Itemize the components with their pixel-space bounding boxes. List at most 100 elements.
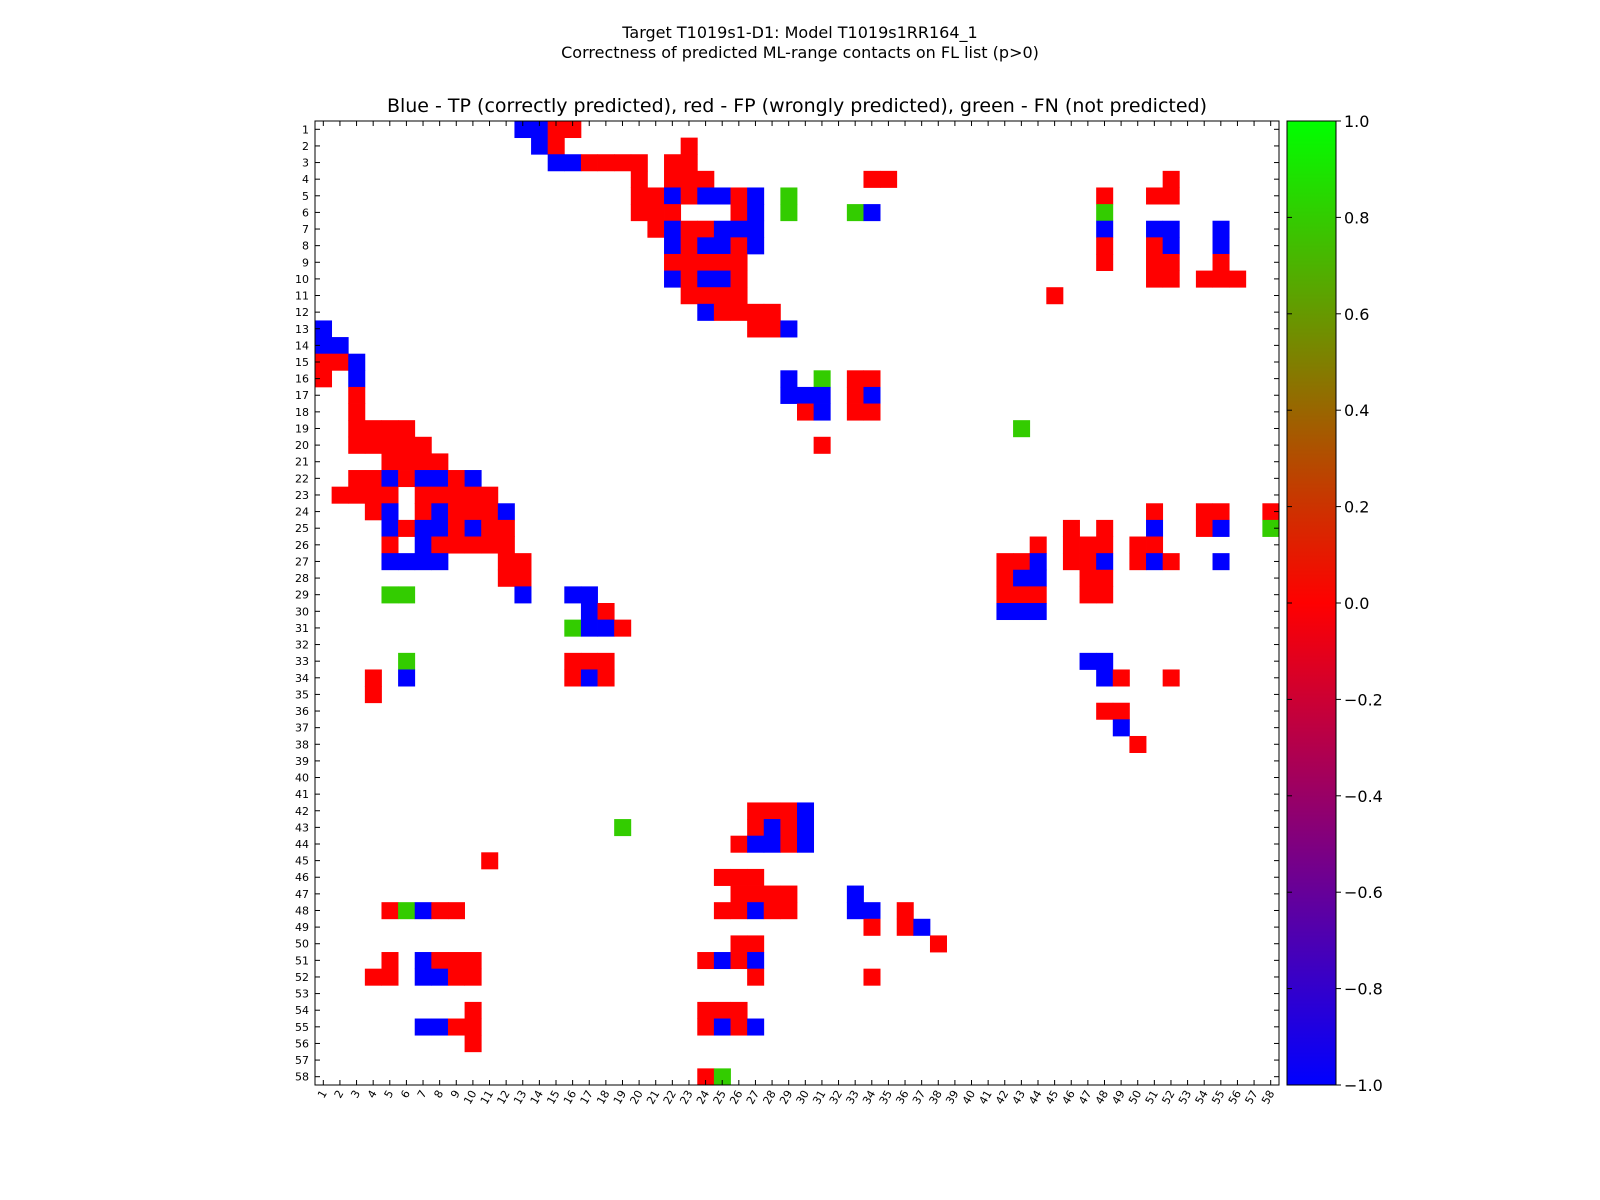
y-tick-label: 16 bbox=[295, 373, 309, 386]
contact-cell-fp-r6-c21 bbox=[647, 204, 665, 222]
contact-cell-tp-r12-c24 bbox=[697, 303, 715, 321]
contact-cell-fp-r42-c28 bbox=[763, 802, 781, 820]
contact-cell-fp-r51-c10 bbox=[464, 952, 482, 970]
x-tick-label: 39 bbox=[943, 1088, 961, 1107]
contact-cell-fp-r27-c52 bbox=[1162, 553, 1180, 571]
y-tick-label: 30 bbox=[295, 605, 309, 618]
contact-cell-fp-r51-c24 bbox=[697, 952, 715, 970]
contact-cell-tp-r8-c55 bbox=[1212, 237, 1230, 255]
contact-cell-fp-r48-c8 bbox=[431, 902, 449, 920]
x-tick-label: 27 bbox=[744, 1088, 762, 1107]
contact-cell-fp-r47-c27 bbox=[747, 885, 765, 903]
contact-cell-fp-r28-c47 bbox=[1079, 569, 1097, 587]
contact-cell-tp-r27-c55 bbox=[1212, 553, 1230, 571]
contact-cell-tp-r26-c7 bbox=[414, 536, 432, 554]
contact-cell-fp-r8-c51 bbox=[1146, 237, 1164, 255]
contact-cell-fp-r7-c23 bbox=[680, 220, 698, 238]
x-tick-label: 46 bbox=[1060, 1088, 1078, 1107]
x-tick-label: 35 bbox=[877, 1088, 895, 1107]
contact-cell-fp-r45-c11 bbox=[481, 852, 499, 870]
contact-cell-fp-r12-c27 bbox=[747, 303, 765, 321]
x-tick-label: 56 bbox=[1226, 1088, 1244, 1107]
contact-cell-fp-r4-c35 bbox=[880, 170, 898, 188]
contact-cell-tp-r22-c8 bbox=[431, 470, 449, 488]
contact-cell-fp-r10-c52 bbox=[1162, 270, 1180, 288]
y-tick-label: 18 bbox=[295, 406, 309, 419]
contact-cell-fn-r33-c6 bbox=[398, 652, 416, 670]
x-tick-label: 49 bbox=[1109, 1088, 1127, 1107]
contact-cell-fp-r48-c28 bbox=[763, 902, 781, 920]
x-tick-label: 24 bbox=[694, 1088, 712, 1107]
contact-cell-fp-r36-c48 bbox=[1096, 702, 1114, 720]
contact-cell-fp-r48-c26 bbox=[730, 902, 748, 920]
contact-cell-tp-r27-c8 bbox=[431, 553, 449, 571]
contact-cell-fp-r19-c4 bbox=[364, 420, 382, 438]
contact-cell-fn-r25-c58 bbox=[1262, 519, 1280, 537]
y-tick-label: 1 bbox=[302, 123, 309, 136]
contact-cell-fp-r27-c13 bbox=[514, 553, 532, 571]
y-tick-label: 56 bbox=[295, 1037, 309, 1050]
contact-cell-tp-r42-c30 bbox=[797, 802, 815, 820]
contact-cell-fp-r16-c1 bbox=[315, 370, 333, 388]
contact-cell-fp-r9-c52 bbox=[1162, 253, 1180, 271]
contact-cell-tp-r1-c13 bbox=[514, 121, 532, 139]
colorbar-tick-label: 0.2 bbox=[1344, 498, 1369, 517]
contact-cell-fp-r23-c10 bbox=[464, 486, 482, 504]
contact-cell-tp-r8-c25 bbox=[713, 237, 731, 255]
contact-cell-fp-r54-c25 bbox=[713, 1001, 731, 1019]
contact-cell-fp-r27-c47 bbox=[1079, 553, 1097, 571]
contact-cell-fp-r24-c58 bbox=[1262, 503, 1280, 521]
contact-cell-fp-r5-c52 bbox=[1162, 187, 1180, 205]
y-tick-label: 29 bbox=[295, 589, 309, 602]
contact-cell-fp-r6-c22 bbox=[664, 204, 682, 222]
contact-cell-fp-r28-c48 bbox=[1096, 569, 1114, 587]
contact-cell-fp-r2-c15 bbox=[547, 137, 565, 155]
contact-cell-tp-r30-c42 bbox=[996, 603, 1014, 621]
contact-cell-tp-r25-c5 bbox=[381, 519, 399, 537]
contact-cell-fp-r10-c56 bbox=[1229, 270, 1247, 288]
x-tick-label: 44 bbox=[1026, 1088, 1044, 1107]
y-tick-label: 24 bbox=[295, 506, 309, 519]
contact-cell-fp-r11-c24 bbox=[697, 287, 715, 305]
contact-cell-fp-r5-c23 bbox=[680, 187, 698, 205]
y-tick-label: 36 bbox=[295, 705, 309, 718]
contact-cell-fp-r27-c50 bbox=[1129, 553, 1147, 571]
contact-cell-fp-r26-c51 bbox=[1146, 536, 1164, 554]
contact-cell-tp-r7-c26 bbox=[730, 220, 748, 238]
contact-cell-fp-r26-c8 bbox=[431, 536, 449, 554]
contact-cell-fp-r20-c7 bbox=[414, 436, 432, 454]
contact-cell-fp-r11-c25 bbox=[713, 287, 731, 305]
contact-cell-fn-r5-c29 bbox=[780, 187, 798, 205]
contact-cell-fp-r25-c9 bbox=[447, 519, 465, 537]
contact-cell-fp-r48-c5 bbox=[381, 902, 399, 920]
plot-frame bbox=[314, 120, 1280, 1086]
y-tick-label: 55 bbox=[295, 1021, 309, 1034]
contact-cell-fp-r5-c20 bbox=[630, 187, 648, 205]
contact-cell-tp-r7-c22 bbox=[664, 220, 682, 238]
contact-cell-tp-r31-c18 bbox=[597, 619, 615, 637]
x-tick-label: 40 bbox=[960, 1088, 978, 1107]
contact-cell-fp-r6-c26 bbox=[730, 204, 748, 222]
contact-cell-fp-r26-c47 bbox=[1079, 536, 1097, 554]
contact-cell-tp-r25-c55 bbox=[1212, 519, 1230, 537]
contact-cell-tp-r28-c43 bbox=[1013, 569, 1031, 587]
colorbar-tick-label: 0.8 bbox=[1344, 208, 1369, 227]
contact-cell-tp-r17-c29 bbox=[780, 386, 798, 404]
figure-title-line-2: Correctness of predicted ML-range contac… bbox=[561, 43, 1039, 62]
contact-cell-fp-r27-c43 bbox=[1013, 553, 1031, 571]
y-tick-label: 27 bbox=[295, 555, 309, 568]
colorbar-tick-label: −1.0 bbox=[1344, 1076, 1383, 1095]
contact-cell-fn-r19-c43 bbox=[1013, 420, 1031, 438]
contact-cell-fp-r10-c26 bbox=[730, 270, 748, 288]
contact-cell-tp-r17-c30 bbox=[797, 386, 815, 404]
y-tick-label: 23 bbox=[295, 489, 309, 502]
x-tick-label: 38 bbox=[927, 1088, 945, 1107]
contact-cell-tp-r5-c27 bbox=[747, 187, 765, 205]
x-tick-label: 43 bbox=[1010, 1088, 1028, 1107]
contact-cell-fp-r26-c50 bbox=[1129, 536, 1147, 554]
contact-cell-fp-r8-c26 bbox=[730, 237, 748, 255]
contact-cell-fp-r25-c12 bbox=[497, 519, 515, 537]
x-tick-label: 29 bbox=[777, 1088, 795, 1107]
y-tick-label: 22 bbox=[295, 472, 309, 485]
contact-cell-fp-r12-c25 bbox=[713, 303, 731, 321]
